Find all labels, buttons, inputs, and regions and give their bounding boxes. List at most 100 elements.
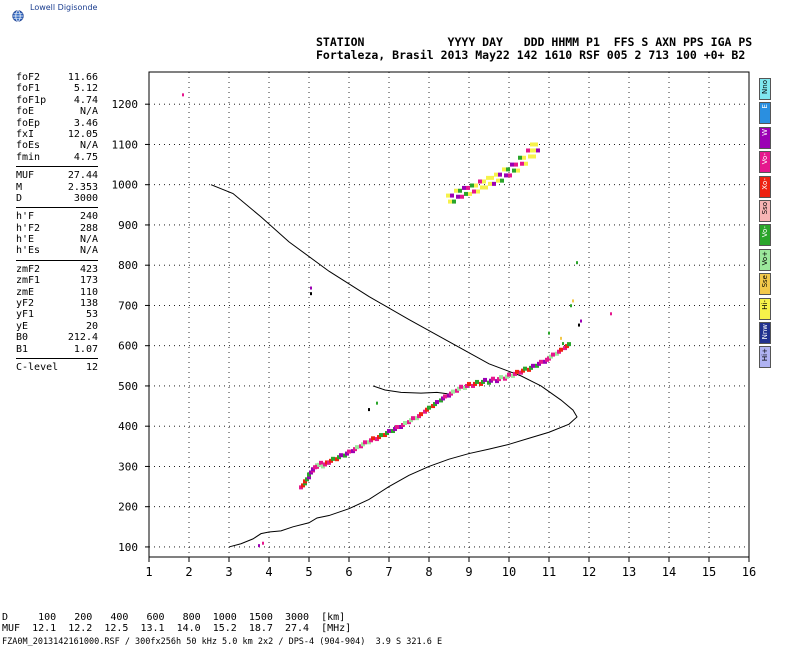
param-row-hes: h'Es N/A [16,245,98,256]
es-echo-point [494,172,498,177]
legend-item: Nno [759,78,771,100]
x-tick-label: 11 [542,565,556,579]
param-row-foe: foE N/A [16,106,98,117]
x-tick-label: 5 [305,565,312,579]
param-value: 3.46 [73,117,98,129]
es-echo-point [496,178,500,183]
es-echo-point [478,179,482,184]
sparse-echo-point [376,401,378,405]
x-tick-label: 16 [742,565,756,579]
es-echo-point [450,193,454,198]
es-echo-point [516,168,520,173]
sparse-echo-point [570,304,572,308]
x-tick-label: 4 [265,565,272,579]
param-value: 288 [79,222,98,234]
param-row-hf2: h'F2 288 [16,223,98,234]
f2-echo-point [483,377,487,382]
x-tick-label: 12 [582,565,596,579]
es-echo-point [492,181,496,186]
legend-item: Xo- [759,175,771,198]
f2-echo-point [475,379,479,384]
legend-item: W [759,126,771,149]
y-tick-label: 1200 [112,98,139,111]
f2-echo-point [395,425,399,430]
f2-echo-point [507,372,511,377]
legend-label: W [761,128,769,136]
f2-echo-point [419,412,423,417]
es-echo-point [518,155,522,160]
param-value: 4.75 [73,151,98,163]
es-echo-point [484,185,488,190]
param-value: 1.07 [73,343,98,355]
f2-echo-point [303,481,307,486]
legend-item: Vo- [759,151,771,174]
x-tick-label: 3 [225,565,232,579]
sparse-echo-point [560,336,562,340]
f2-echo-point [539,359,543,364]
legend-item: Vo+ [759,248,771,271]
x-tick-label: 6 [345,565,352,579]
es-echo-point [502,167,506,172]
y-tick-label: 300 [118,460,138,473]
es-echo-point [506,167,510,172]
param-label: M [16,181,23,193]
param-label: foEs [16,140,41,152]
es-echo-point [522,155,526,160]
es-echo-point [498,172,502,177]
legend-label: Xo- [761,177,769,190]
es-echo-point [476,189,480,194]
scaled-parameters-panel: foF2 11.66 foF1 5.12 foF1p 4.74 foE N/A foEp 3.46… [16,72,98,373]
es-echo-point [508,173,512,178]
f2-echo-point [467,381,471,386]
x-tick-label: 13 [622,565,636,579]
legend-label: Vo- [761,153,769,165]
es-echo-point [512,168,516,173]
param-label: zmF1 [16,275,41,287]
legend-label: Nno [761,80,769,94]
param-row-yf2: yF2 138 [16,298,98,309]
param-value: N/A [79,106,98,118]
es-echo-point [532,148,536,153]
legend-label: Hi+ [761,348,769,362]
y-tick-label: 200 [118,501,138,514]
param-label: zmE [16,286,35,298]
x-tick-label: 15 [702,565,716,579]
f2-echo-point [559,347,563,352]
es-echo-point [514,162,518,167]
sparse-echo-point [578,323,580,327]
legend-label: Hi- [761,299,769,310]
es-echo-point [532,154,536,159]
f2-echo-point [403,420,407,425]
legend-label: Sse [761,275,769,288]
param-label: yF1 [16,309,35,321]
sparse-echo-point [580,319,582,323]
param-value: 212.4 [67,332,98,344]
param-row-fof1: foF1 5.12 [16,83,98,94]
param-row-zmf1: zmF1 173 [16,275,98,286]
param-label: B0 [16,332,29,344]
f2-echo-point [355,445,359,450]
f2-echo-point [491,376,495,381]
param-value: 27.44 [67,170,98,182]
x-tick-label: 9 [465,565,472,579]
param-row-foep: foEp 3.46 [16,118,98,129]
es-echo-point [524,161,528,166]
f2-echo-point [307,475,311,480]
param-value: 2.353 [67,181,98,193]
es-echo-point [536,148,540,153]
header-line-1: STATION YYYY DAY DDD HHMM P1 FFS S AXN P… [316,35,753,49]
f2-echo-point [435,400,439,405]
legend-item: Hi+ [759,346,771,369]
param-value: 240 [79,211,98,223]
ionogram-chart: 1 2 3 4 5 6 7 8 9 10 11 12 13 14 15 1610020030040050060… [112,71,756,579]
param-value: 5.12 [73,83,98,95]
plot-frame [148,71,750,558]
es-echo-point [480,185,484,190]
es-echo-point [528,154,532,159]
param-label: foF1p [16,94,47,106]
es-echo-point [486,175,490,180]
legend-item: Hi- [759,297,771,320]
param-value: 12.05 [67,128,98,140]
param-value: 173 [79,275,98,287]
lowell-digisonde-logo: Lowell Digisonde [6,2,176,24]
